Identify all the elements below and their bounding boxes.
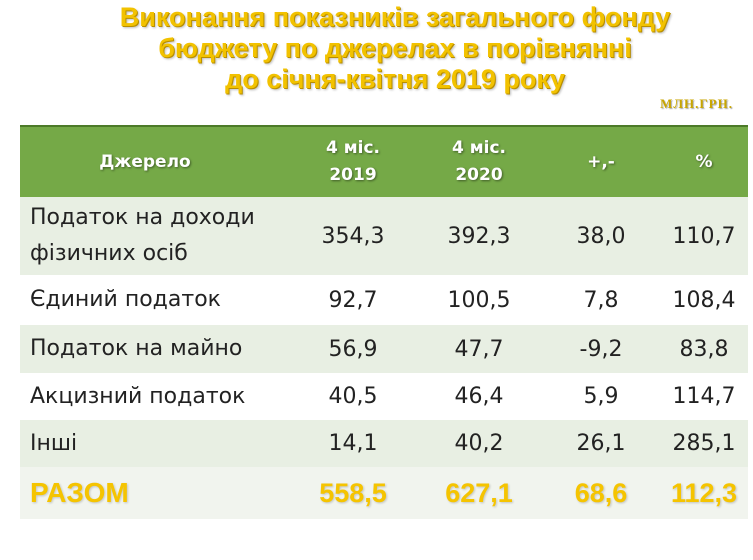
header-2020: 4 міс. 2020: [416, 125, 542, 197]
row-value-2019: 56,9: [328, 336, 378, 362]
header-2019-line2: 2019: [329, 165, 377, 185]
row-source: Податок на доходи фізичних осіб: [20, 197, 290, 275]
row-diff: 5,9: [583, 384, 619, 409]
row-value-2019: 92,7: [328, 287, 378, 313]
table-row: Інші 14,1 40,2 26,1 285,1: [20, 420, 748, 467]
row-value-2019: 40,5: [328, 384, 378, 409]
units-label: МЛН.ГРН.: [660, 96, 733, 111]
row-value-2020: 40,2: [454, 431, 504, 456]
row-diff: 26,1: [576, 431, 626, 456]
row-value-2020: 46,4: [454, 384, 504, 409]
total-row: РАЗОМ 558,5 627,1 68,6 112,3: [20, 467, 748, 519]
table-header-row: Джерело 4 міс. 2019 4 міс. 2020 +,- %: [20, 125, 748, 197]
row-percent: 110,7: [672, 223, 736, 249]
row-source: Податок на майно: [30, 336, 243, 361]
total-label: РАЗОМ: [20, 467, 290, 519]
total-value-2020: 627,1: [416, 467, 542, 519]
row-diff: 38,0: [576, 223, 626, 249]
row-diff: -9,2: [579, 336, 623, 362]
row-source: Єдиний податок: [30, 287, 221, 312]
row-value-2020: 392,3: [447, 223, 511, 249]
total-percent: 112,3: [660, 467, 748, 519]
header-2019-line1: 4 міс.: [325, 138, 380, 158]
row-percent: 285,1: [672, 431, 736, 456]
title-line-3: до січня-квітня 2019 року: [225, 64, 565, 94]
row-value-2020: 100,5: [447, 287, 511, 313]
header-2019: 4 міс. 2019: [290, 125, 416, 197]
row-source: Інші: [30, 430, 78, 456]
row-value-2019: 354,3: [321, 223, 385, 249]
page-title: Виконання показників загального фонду бю…: [60, 2, 730, 95]
row-source-line1: Податок на доходи: [30, 205, 255, 230]
total-diff: 68,6: [542, 467, 660, 519]
table-row: Акцизний податок 40,5 46,4 5,9 114,7: [20, 373, 748, 420]
table-row: Податок на майно 56,9 47,7 -9,2 83,8: [20, 325, 748, 373]
header-2020-line2: 2020: [455, 165, 503, 185]
row-percent: 114,7: [672, 384, 736, 409]
total-value-2019: 558,5: [290, 467, 416, 519]
row-value-2019: 14,1: [328, 431, 378, 456]
header-diff: +,-: [542, 125, 660, 197]
row-source-line2: фізичних осіб: [30, 241, 188, 266]
title-line-2: бюджету по джерелах в порівнянні: [158, 33, 632, 63]
row-source: Акцизний податок: [30, 383, 246, 409]
header-source: Джерело: [20, 125, 290, 197]
row-value-2020: 47,7: [454, 336, 504, 362]
table-row: Єдиний податок 92,7 100,5 7,8 108,4: [20, 275, 748, 325]
row-diff: 7,8: [583, 287, 619, 313]
table-row: Податок на доходи фізичних осіб 354,3 39…: [20, 197, 748, 275]
row-percent: 83,8: [679, 336, 729, 362]
header-percent: %: [660, 125, 748, 197]
budget-table: Джерело 4 міс. 2019 4 міс. 2020 +,- % По…: [20, 125, 748, 519]
title-line-1: Виконання показників загального фонду: [119, 2, 671, 32]
header-2020-line1: 4 міс.: [451, 138, 506, 158]
row-percent: 108,4: [672, 287, 736, 313]
